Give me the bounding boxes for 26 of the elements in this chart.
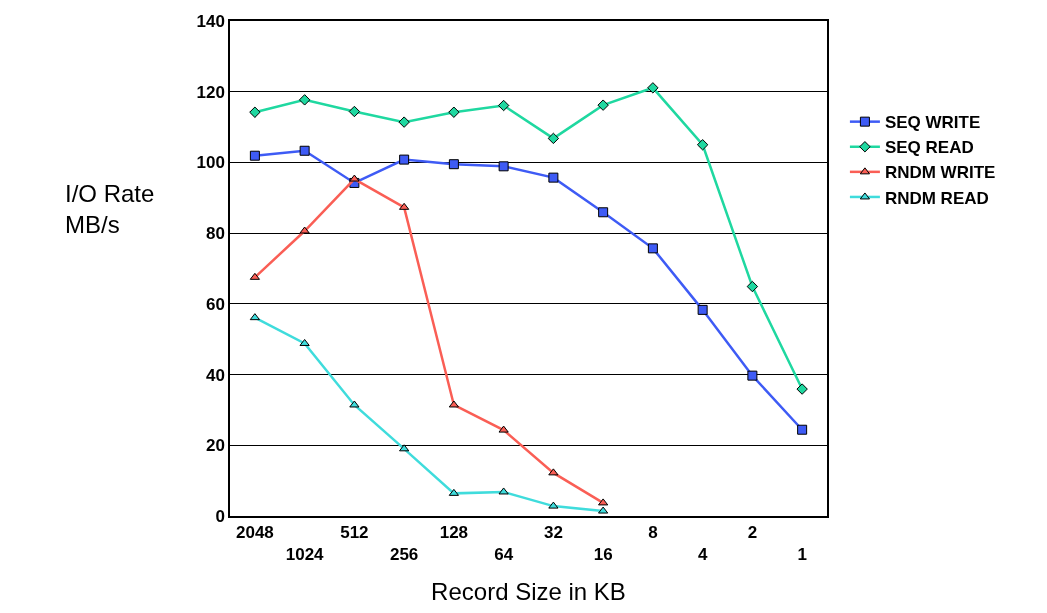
x-tick-label: 128 [439, 523, 469, 543]
legend-label: RNDM WRITE [884, 163, 996, 183]
x-tick-label: 1 [797, 545, 807, 565]
y-axis-title: I/O Rate MB/s [65, 180, 155, 239]
y-tick-label: 60 [205, 294, 225, 314]
x-tick-label: 64 [494, 545, 514, 565]
x-tick-label: 16 [593, 545, 613, 565]
y-tick-label: 0 [215, 506, 225, 526]
legend-label: RNDM READ [884, 188, 989, 208]
y-tick-label: 140 [196, 11, 225, 31]
x-tick-label: 4 [697, 545, 708, 565]
y-tick-label: 40 [205, 365, 225, 385]
legend-label: SEQ WRITE [884, 113, 981, 133]
x-axis-title: Record Size in KB [431, 578, 626, 606]
y-tick-label: 80 [205, 224, 225, 244]
x-tick-label: 2048 [235, 523, 274, 543]
x-tick-label: 8 [648, 523, 658, 543]
x-tick-label: 32 [543, 523, 563, 543]
x-tick-label: 512 [340, 523, 369, 543]
y-tick-label: 20 [205, 436, 225, 456]
x-tick-label: 2 [747, 523, 758, 543]
legend-label: SEQ READ [884, 138, 974, 158]
x-tick-label: 1024 [285, 545, 325, 565]
x-tick-label: 256 [389, 545, 419, 565]
y-tick-label: 120 [196, 82, 225, 102]
y-tick-label: 100 [196, 153, 225, 173]
